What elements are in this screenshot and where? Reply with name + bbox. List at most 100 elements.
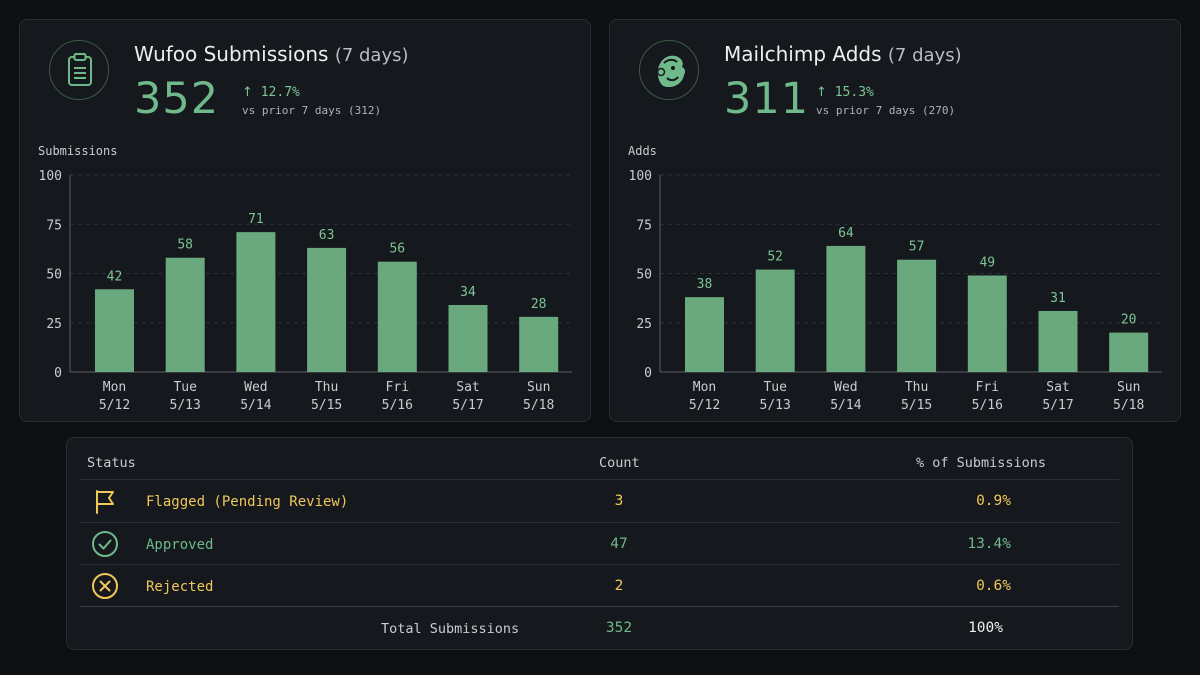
x-tick-label: Fri <box>976 380 999 395</box>
data-label: 20 <box>1121 313 1137 328</box>
card-title-period: (7 days) <box>334 45 409 66</box>
bar <box>448 305 488 372</box>
data-label: 63 <box>319 228 335 243</box>
x-tick-date: 5/12 <box>99 398 130 413</box>
data-label: 58 <box>177 238 193 253</box>
total-count: 352 <box>605 620 633 636</box>
x-tick-date: 5/17 <box>452 398 483 413</box>
card-title-text: Wufoo Submissions <box>134 42 329 66</box>
x-tick-label: Wed <box>244 380 267 395</box>
x-circle-icon <box>91 572 119 600</box>
y-tick-label: 100 <box>39 169 62 184</box>
row-count: 3 <box>614 493 624 509</box>
bar <box>897 259 937 372</box>
row-label: Flagged (Pending Review) <box>146 494 349 510</box>
bar <box>236 232 276 372</box>
bar <box>95 289 134 372</box>
row-percent: 0.9% <box>976 493 1011 509</box>
x-tick-label: Sat <box>456 380 479 395</box>
row-label: Approved <box>146 537 214 553</box>
bar <box>1038 310 1078 372</box>
bar <box>307 247 347 372</box>
status-table: Status Count % of Submissions Flagged (P… <box>66 437 1133 650</box>
delta-indicator: ↑ 15.3% <box>816 85 874 100</box>
x-tick-label: Sun <box>527 380 550 395</box>
data-label: 31 <box>1050 291 1066 306</box>
x-tick-date: 5/14 <box>240 398 271 413</box>
bar <box>519 316 559 372</box>
row-percent: 0.6% <box>976 578 1011 594</box>
row-count: 47 <box>610 536 628 552</box>
header-percent: % of Submissions <box>916 455 1047 471</box>
bar <box>685 297 724 372</box>
clipboard-icon <box>49 40 109 100</box>
y-tick-label: 75 <box>636 218 652 233</box>
header-count: Count <box>599 455 640 471</box>
x-tick-label: Sun <box>1117 380 1140 395</box>
comparison-text: vs prior 7 days (312) <box>242 104 382 117</box>
bar <box>826 245 866 372</box>
x-tick-date: 5/18 <box>1113 398 1144 413</box>
y-tick-label: 100 <box>629 169 652 184</box>
x-tick-label: Thu <box>315 380 338 395</box>
x-tick-label: Tue <box>173 380 197 395</box>
total-count: 311 <box>724 74 810 124</box>
x-tick-date: 5/12 <box>689 398 720 413</box>
arrow-up-icon: ↑ <box>816 85 827 100</box>
data-label: 52 <box>767 250 783 265</box>
adds-bar-chart: Adds 0 25 50 75 100 38 Mon 5/12 52 Tue 5/13 64 Wed 5/1… <box>628 144 1162 413</box>
data-label: 71 <box>248 212 264 227</box>
bar <box>1109 332 1149 372</box>
data-label: 28 <box>531 297 547 312</box>
total-label: Total Submissions <box>381 621 520 637</box>
divider <box>80 522 1119 523</box>
x-tick-date: 5/17 <box>1042 398 1073 413</box>
x-tick-date: 5/15 <box>901 398 932 413</box>
x-tick-date: 5/16 <box>972 398 1003 413</box>
y-tick-label: 50 <box>636 268 652 283</box>
x-tick-date: 5/13 <box>170 398 201 413</box>
arrow-up-icon: ↑ <box>242 85 253 100</box>
total-count: 352 <box>134 74 220 124</box>
x-tick-date: 5/18 <box>523 398 554 413</box>
card-title: Mailchimp Adds (7 days) <box>724 42 962 66</box>
data-label: 49 <box>979 255 995 270</box>
x-tick-label: Tue <box>763 380 787 395</box>
mailchimp-card: Mailchimp Adds (7 days) 311 ↑ 15.3% vs p… <box>609 19 1181 422</box>
x-tick-label: Thu <box>905 380 928 395</box>
bar <box>755 269 795 372</box>
data-label: 64 <box>838 226 854 241</box>
x-tick-label: Fri <box>386 380 409 395</box>
card-title-period: (7 days) <box>887 45 962 66</box>
card-title-text: Mailchimp Adds <box>724 42 882 66</box>
y-tick-label: 25 <box>636 317 652 332</box>
x-tick-label: Wed <box>834 380 857 395</box>
row-percent: 13.4% <box>967 536 1011 552</box>
y-tick-label: 0 <box>54 366 62 381</box>
y-tick-label: 50 <box>46 268 62 283</box>
delta-value: 15.3% <box>834 85 874 100</box>
y-axis-label: Submissions <box>38 144 117 158</box>
total-percent: 100% <box>968 620 1003 636</box>
mailchimp-logo-icon <box>639 40 699 100</box>
flag-icon <box>91 488 119 516</box>
data-label: 57 <box>909 240 925 255</box>
x-tick-date: 5/14 <box>830 398 861 413</box>
card-title: Wufoo Submissions (7 days) <box>134 42 409 66</box>
data-label: 56 <box>389 242 405 257</box>
divider <box>80 564 1119 565</box>
bar <box>165 257 205 372</box>
check-circle-icon <box>91 530 119 558</box>
data-label: 42 <box>107 269 123 284</box>
comparison-text: vs prior 7 days (270) <box>816 104 956 117</box>
divider <box>80 606 1119 607</box>
y-tick-label: 0 <box>644 366 652 381</box>
y-tick-label: 75 <box>46 218 62 233</box>
x-tick-date: 5/15 <box>311 398 342 413</box>
delta-value: 12.7% <box>260 85 300 100</box>
header-status: Status <box>87 455 136 471</box>
bar <box>967 275 1007 372</box>
y-axis-label: Adds <box>628 144 657 158</box>
x-tick-label: Mon <box>103 380 126 395</box>
row-count: 2 <box>614 578 624 594</box>
